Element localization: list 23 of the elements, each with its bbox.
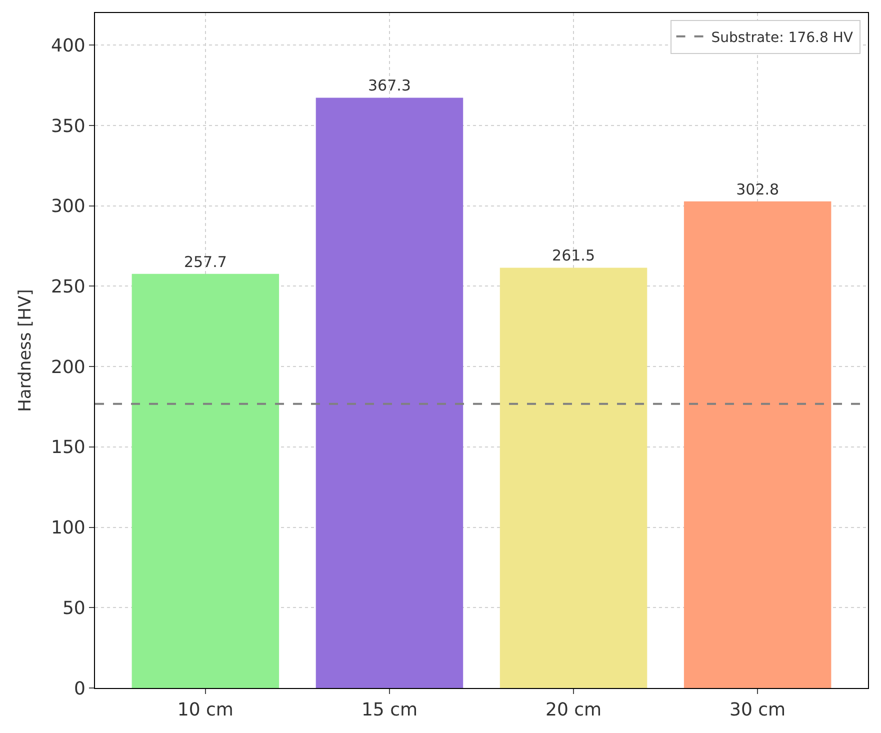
data-label: 257.7 (184, 252, 227, 271)
x-tick-label: 10 cm (177, 700, 234, 721)
bar (132, 274, 280, 688)
y-axis-title: Hardness [HV] (16, 289, 36, 412)
y-tick-label: 100 (51, 518, 86, 539)
data-label: 302.8 (736, 180, 780, 198)
x-tick-label: 30 cm (730, 700, 786, 721)
x-tick-label: 20 cm (545, 700, 602, 721)
x-tick-label: 15 cm (361, 700, 418, 721)
y-tick-label: 300 (51, 196, 86, 218)
y-tick-label: 0 (74, 678, 86, 700)
y-tick-label: 400 (51, 35, 86, 56)
y-tick-label: 350 (51, 116, 86, 137)
legend-label: Substrate: 176.8 HV (711, 30, 854, 46)
y-tick-label: 250 (51, 276, 86, 298)
y-tick-label: 50 (62, 598, 86, 619)
data-label: 367.3 (368, 76, 411, 95)
y-tick-label: 150 (51, 437, 86, 458)
bar (684, 201, 832, 688)
bar (500, 268, 648, 688)
data-label: 261.5 (552, 246, 595, 265)
bar (316, 98, 464, 688)
y-tick-label: 200 (51, 356, 86, 378)
